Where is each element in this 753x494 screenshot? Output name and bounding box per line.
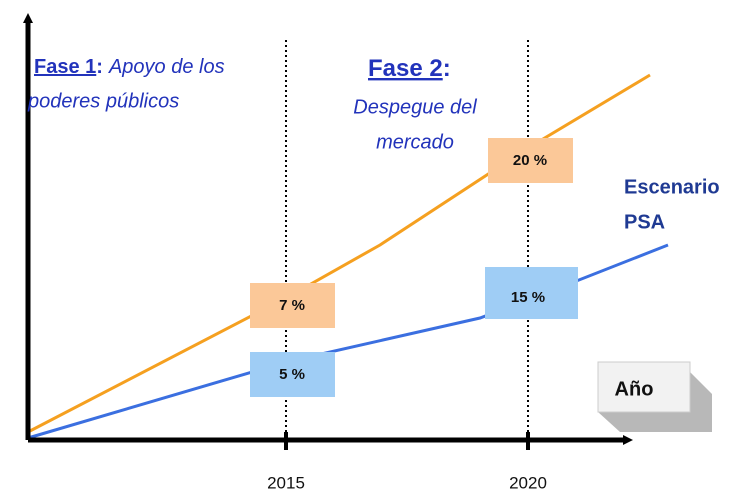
phase2-line: Despegue del [353,96,477,118]
label-box [488,138,573,183]
label-box [250,352,335,397]
label-box [485,267,578,319]
phase1-line: Apoyo de los [108,56,225,78]
phase2-title: Fase 2 [368,55,443,82]
phase1-sep: : [96,56,103,78]
label: 7 % [279,297,305,314]
phase2-line: mercado [376,131,454,153]
label: 15 % [511,289,545,306]
phase1-line: poderes públicos [27,90,179,112]
x-axis-label: Año [615,378,654,400]
label: 5 % [279,366,305,383]
tick-label: 2015 [267,473,305,492]
phase2-sep: : [443,55,451,82]
scenario-label: PSA [624,211,665,233]
scenario-label: Escenario [624,176,720,198]
label: 20 % [513,152,547,169]
orange-line [27,73,651,434]
tick-label: 2020 [509,473,547,492]
phase2-heading: Fase 2: [368,55,451,82]
phase1-heading: Fase 1: Apoyo de los [34,56,225,78]
year-box [597,361,691,413]
label-box [250,283,335,328]
phase1-title: Fase 1 [34,56,96,78]
year-box-shadow [598,372,712,432]
